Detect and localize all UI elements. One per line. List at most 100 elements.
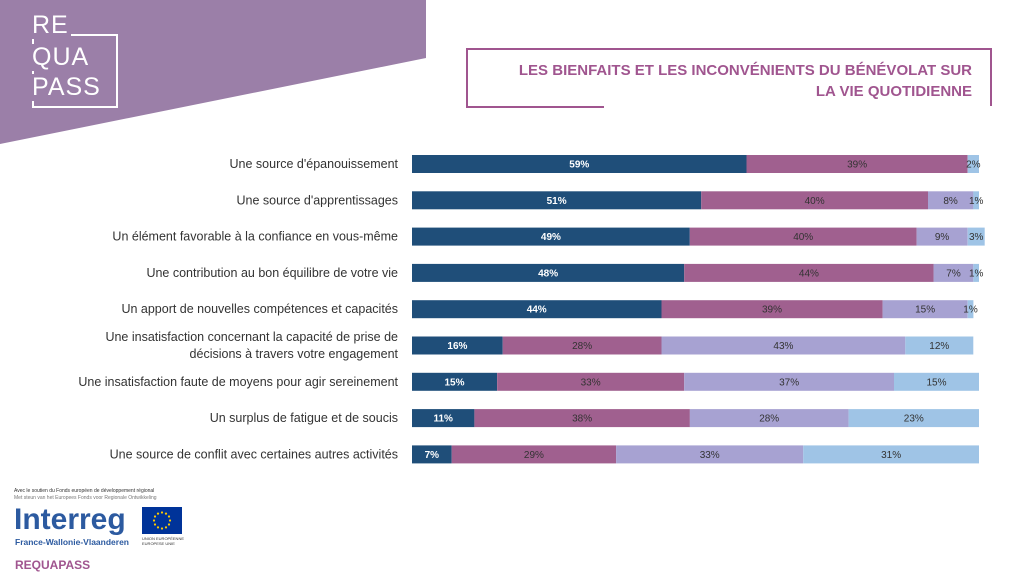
- category-label: Un surplus de fatigue et de soucis: [210, 411, 398, 425]
- bar-segment: [474, 409, 690, 428]
- bar-segment: [689, 409, 849, 428]
- bar-segment: [973, 191, 979, 210]
- eu-flag-icon: [142, 507, 182, 534]
- interreg-logo-text: Interreg: [14, 503, 126, 536]
- data-label: 37%: [779, 377, 799, 388]
- category-label: Une source d'épanouissement: [230, 157, 399, 171]
- data-label: 28%: [572, 341, 592, 352]
- bar-segment: [746, 155, 968, 173]
- data-label: 23%: [904, 414, 924, 425]
- data-label: 8%: [943, 196, 958, 207]
- data-label: 28%: [759, 414, 779, 425]
- bar-segment: [848, 409, 979, 428]
- category-label-line: Une source d'épanouissement: [230, 157, 399, 171]
- category-label: Un élément favorable à la confiance en v…: [112, 230, 398, 244]
- data-label: 33%: [700, 450, 720, 461]
- bar-segment: [497, 372, 685, 391]
- bar-segment: [412, 227, 690, 246]
- data-label: 7%: [946, 268, 961, 279]
- category-label-line: Un apport de nouvelles compétences et ca…: [121, 302, 398, 316]
- bar-segment: [451, 445, 617, 464]
- bar-segment: [803, 445, 979, 464]
- data-label: 1%: [969, 268, 984, 279]
- category-label: Un apport de nouvelles compétences et ca…: [121, 302, 398, 316]
- bar-segment: [502, 336, 662, 355]
- bar-segment: [882, 300, 968, 319]
- bar-segment: [412, 336, 503, 355]
- bar-segment: [661, 300, 883, 319]
- data-label: 31%: [881, 450, 901, 461]
- bar-segment: [661, 336, 906, 355]
- category-label-line: Une source de conflit avec certaines aut…: [110, 447, 398, 461]
- data-label: 9%: [935, 232, 950, 243]
- data-label: 7%: [425, 450, 440, 461]
- eu-caption-nl: EUROPESE UNIE: [142, 541, 175, 546]
- data-label: 39%: [847, 160, 867, 171]
- support-note-fr: Avec le soutien du Fonds européen de dév…: [14, 488, 155, 494]
- data-label: 48%: [538, 268, 558, 279]
- eu-caption: UNION EUROPÉENNE EUROPESE UNIE: [142, 536, 202, 546]
- interreg-subtitle: France-Wallonie-Vlaanderen: [15, 537, 129, 547]
- bar-segment: [916, 227, 968, 246]
- logo-frame: [32, 34, 118, 108]
- bar-segment: [967, 155, 979, 173]
- data-label: 2%: [966, 160, 981, 171]
- data-label: 38%: [572, 414, 592, 425]
- logo-line-3: PASS: [30, 73, 103, 101]
- bar-segment: [616, 445, 804, 464]
- data-label: 40%: [805, 196, 825, 207]
- category-label-line: Un élément favorable à la confiance en v…: [112, 230, 398, 244]
- category-label-line: Une source d'apprentissages: [236, 193, 398, 207]
- data-label: 43%: [773, 341, 793, 352]
- bar-segment: [905, 336, 974, 355]
- data-label: 15%: [926, 377, 946, 388]
- data-label: 3%: [969, 232, 984, 243]
- data-label: 11%: [433, 414, 453, 425]
- data-label: 44%: [799, 268, 819, 279]
- support-note-nl: Met steun van het Europees Fonds voor Re…: [14, 495, 157, 501]
- bar-segment: [967, 227, 985, 246]
- data-label: 1%: [963, 305, 978, 316]
- bar-segment: [894, 372, 979, 391]
- category-label-line: Une insatisfaction faute de moyens pour …: [78, 375, 398, 389]
- footer-project-name: REQUAPASS: [15, 558, 91, 572]
- bar-segment: [701, 191, 928, 210]
- bar-segment: [933, 263, 974, 282]
- page-title-line-1: LES BIENFAITS ET LES INCONVÉNIENTS DU BÉ…: [518, 62, 972, 79]
- page-title: LES BIENFAITS ET LES INCONVÉNIENTS DU BÉ…: [470, 60, 972, 102]
- category-label: Une insatisfaction concernant la capacit…: [105, 330, 398, 361]
- data-label: 1%: [969, 196, 984, 207]
- bar-segment: [689, 227, 917, 246]
- title-frame-left: [466, 48, 468, 108]
- category-label-line: Une contribution au bon équilibre de vot…: [146, 266, 398, 280]
- bar-segment: [684, 263, 934, 282]
- bar-segment: [412, 263, 685, 282]
- bar-segment: [967, 300, 974, 319]
- bar-segment: [412, 300, 662, 319]
- data-label: 16%: [447, 341, 467, 352]
- category-label-line: Un surplus de fatigue et de soucis: [210, 411, 398, 425]
- bar-segment: [412, 372, 497, 391]
- title-frame-right: [990, 48, 992, 106]
- data-label: 33%: [581, 377, 601, 388]
- logo-frame-right: [116, 34, 118, 108]
- data-label: 51%: [547, 196, 567, 207]
- logo-frame-bottom: [32, 106, 118, 108]
- data-label: 49%: [541, 232, 561, 243]
- bar-segment: [412, 191, 702, 210]
- bar-segment: [684, 372, 894, 391]
- data-label: 15%: [915, 305, 935, 316]
- page-title-line-2: LA VIE QUOTIDIENNE: [815, 83, 972, 100]
- title-frame-top: [466, 48, 992, 50]
- category-label-line: décisions à travers votre engagement: [190, 347, 399, 361]
- data-label: 44%: [527, 305, 547, 316]
- title-frame-bottom: [466, 106, 604, 108]
- bar-segment: [973, 263, 979, 282]
- category-label-line: Une insatisfaction concernant la capacit…: [105, 330, 398, 344]
- eu-caption-fr: UNION EUROPÉENNE: [142, 536, 185, 541]
- data-label: 29%: [524, 450, 544, 461]
- bar-segment: [928, 191, 974, 210]
- category-label: Une source de conflit avec certaines aut…: [110, 447, 398, 461]
- logo-line-1: RE: [30, 11, 71, 39]
- data-label: 59%: [569, 160, 589, 171]
